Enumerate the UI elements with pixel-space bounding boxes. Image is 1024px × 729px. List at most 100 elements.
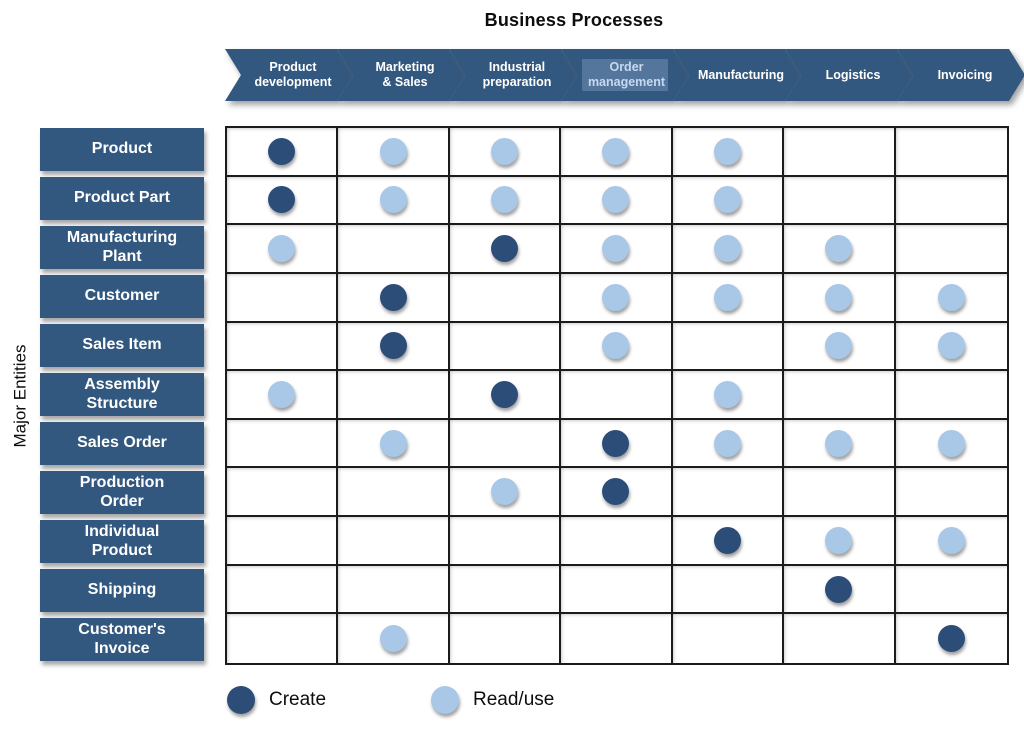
matrix-cell-r4-c7 <box>895 274 1007 323</box>
process-chevron-label: Manufacturing <box>697 67 785 82</box>
read-use-dot <box>379 429 407 457</box>
matrix-cell-r4-c2 <box>338 273 450 323</box>
matrix-cell-r3-c3 <box>449 225 562 274</box>
matrix-cell-r7-c6 <box>784 419 896 469</box>
entity-row-header-assembly-structure: Assembly Structure <box>40 373 204 416</box>
matrix-cell-r6-c5 <box>672 371 785 420</box>
create-dot <box>491 235 519 263</box>
legend-item-create: Create <box>227 686 326 714</box>
legend-create-dot <box>227 686 255 714</box>
legend-read-use-dot <box>431 686 459 714</box>
process-chevron-marketing-sales: Marketing & Sales <box>337 49 465 101</box>
process-chevron-order-management: Order management <box>561 49 689 101</box>
matrix-cell-r9-c3 <box>449 517 562 566</box>
read-use-dot <box>713 380 741 408</box>
process-chevron-invoicing: Invoicing <box>897 49 1024 101</box>
matrix-grid <box>225 126 1009 665</box>
matrix-cell-r8-c7 <box>895 468 1007 518</box>
major-entities-axis: Major Entities <box>0 126 40 665</box>
matrix-cell-r10-c2 <box>338 565 450 615</box>
matrix-cell-r4-c1 <box>227 273 339 323</box>
create-dot <box>268 186 296 214</box>
read-use-dot <box>491 186 519 214</box>
matrix-cell-r3-c4 <box>561 225 673 274</box>
matrix-cell-r5-c4 <box>561 322 673 372</box>
process-chevron-label: Invoicing <box>937 67 993 82</box>
matrix-cell-r1-c5 <box>672 128 785 177</box>
create-dot <box>602 478 630 506</box>
read-use-dot <box>825 429 853 457</box>
read-use-dot <box>713 235 741 263</box>
read-use-dot <box>602 283 630 311</box>
process-chevron-label: Industrial preparation <box>482 60 552 89</box>
entity-row-header-production-order: Production Order <box>40 471 204 514</box>
matrix-cell-r3-c6 <box>784 225 896 274</box>
entity-row-header-customer: Customer <box>40 275 204 318</box>
matrix-cell-r7-c4 <box>561 419 673 469</box>
matrix-cell-r8-c3 <box>449 468 562 518</box>
entity-row-header-shipping: Shipping <box>40 569 204 612</box>
matrix-cell-r9-c4 <box>561 517 673 566</box>
matrix-cell-r5-c7 <box>895 323 1007 372</box>
matrix-cell-r3-c7 <box>895 225 1007 274</box>
read-use-dot <box>602 332 630 360</box>
matrix-cell-r11-c1 <box>227 614 339 663</box>
matrix-cell-r1-c4 <box>561 128 673 177</box>
matrix-cell-r5-c6 <box>784 322 896 372</box>
read-use-dot <box>491 478 519 506</box>
matrix-cell-r5-c2 <box>338 322 450 372</box>
matrix-cell-r1-c6 <box>784 128 896 177</box>
create-dot <box>491 380 519 408</box>
matrix-cell-r5-c3 <box>449 322 562 372</box>
matrix-cell-r7-c2 <box>338 419 450 469</box>
read-use-dot <box>713 283 741 311</box>
matrix-cell-r10-c3 <box>449 565 562 615</box>
matrix-cell-r4-c4 <box>561 273 673 323</box>
matrix-cell-r2-c6 <box>784 176 896 226</box>
matrix-cell-r11-c6 <box>784 614 896 663</box>
read-use-dot <box>379 625 407 653</box>
major-entities-axis-label: Major Entities <box>10 344 30 447</box>
entity-row-header-customer-s-invoice: Customer's Invoice <box>40 618 204 661</box>
read-use-dot <box>713 429 741 457</box>
create-dot <box>937 625 965 653</box>
process-chevron-industrial-preparation: Industrial preparation <box>449 49 577 101</box>
read-use-dot <box>825 526 853 554</box>
matrix-cell-r5-c5 <box>672 322 785 372</box>
entity-row-header-product: Product <box>40 128 204 171</box>
process-chevron-label: Product development <box>254 60 332 89</box>
matrix-cell-r8-c6 <box>784 468 896 518</box>
matrix-cell-r1-c2 <box>338 128 450 177</box>
create-dot <box>379 332 407 360</box>
matrix-cell-r11-c4 <box>561 614 673 663</box>
matrix-cell-r10-c7 <box>895 566 1007 615</box>
matrix-cell-r5-c1 <box>227 322 339 372</box>
read-use-dot <box>825 283 853 311</box>
read-use-dot <box>602 137 630 165</box>
create-dot <box>379 283 407 311</box>
matrix-cell-r9-c1 <box>227 517 339 566</box>
matrix-cell-r6-c3 <box>449 371 562 420</box>
matrix-cell-r6-c4 <box>561 371 673 420</box>
matrix-cell-r8-c1 <box>227 468 339 518</box>
read-use-dot <box>379 137 407 165</box>
process-chevron-logistics: Logistics <box>785 49 913 101</box>
matrix-cell-r10-c4 <box>561 565 673 615</box>
read-use-dot <box>491 137 519 165</box>
matrix-cell-r8-c5 <box>672 468 785 518</box>
create-dot <box>268 137 296 165</box>
matrix-cell-r4-c3 <box>449 273 562 323</box>
process-chevrons: Product development Marketing & Sales Indu… <box>225 49 1024 101</box>
matrix-cell-r2-c4 <box>561 176 673 226</box>
read-use-dot <box>602 235 630 263</box>
read-use-dot <box>379 186 407 214</box>
process-chevron-label: Logistics <box>825 67 881 82</box>
process-chevron-product-development: Product development <box>225 49 353 101</box>
matrix-cell-r6-c2 <box>338 371 450 420</box>
matrix-cell-r3-c2 <box>338 225 450 274</box>
matrix-cell-r2-c2 <box>338 176 450 226</box>
matrix-cell-r2-c3 <box>449 176 562 226</box>
matrix-cell-r8-c2 <box>338 468 450 518</box>
read-use-dot <box>268 235 296 263</box>
